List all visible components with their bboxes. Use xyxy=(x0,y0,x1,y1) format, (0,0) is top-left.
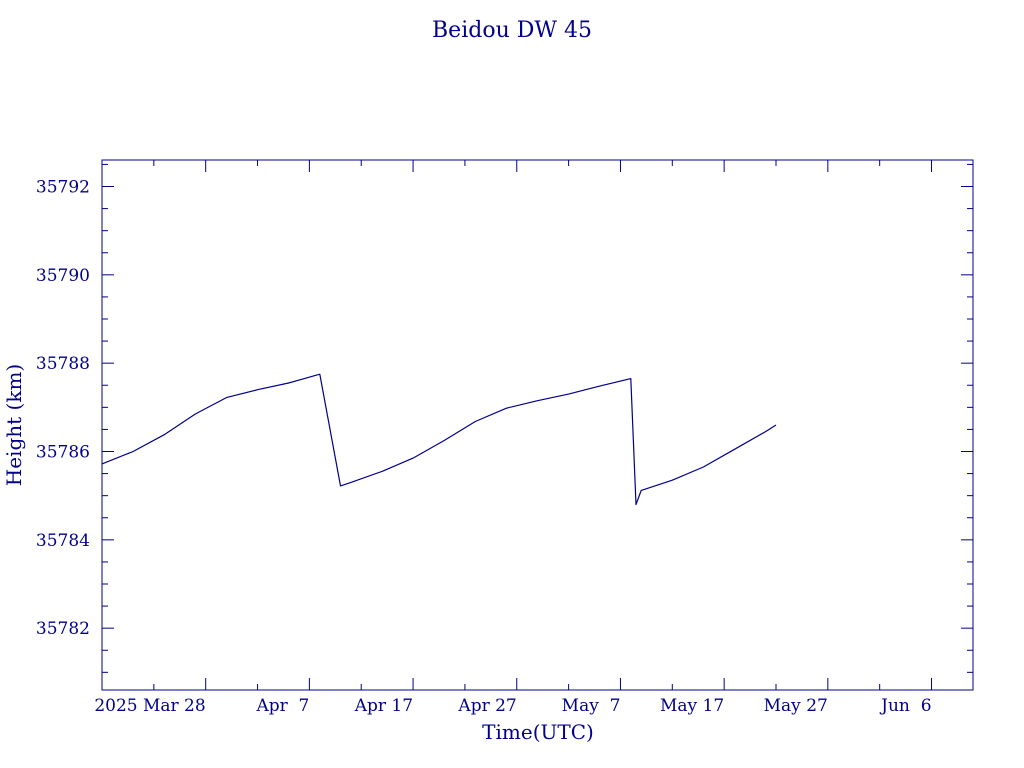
y-tick-label: 35788 xyxy=(36,354,90,374)
x-tick-label: Apr 27 xyxy=(457,696,516,716)
y-tick-labels: 35782 35784 35786 35788 35790 35792 xyxy=(36,178,90,640)
y-tick-label: 35792 xyxy=(36,178,90,198)
y-axis-label: Height (km) xyxy=(2,364,26,486)
x-tick-label: May 27 xyxy=(764,696,828,716)
x-tick-label: 2025 Mar 28 xyxy=(94,696,205,716)
y-tick-label: 35790 xyxy=(36,266,90,286)
axis-ticks xyxy=(101,160,973,690)
x-tick-label: May 17 xyxy=(660,696,724,716)
x-axis-label: Time(UTC) xyxy=(482,720,594,744)
y-tick-label: 35786 xyxy=(36,443,90,463)
chart-title: Beidou DW 45 xyxy=(432,18,592,43)
series-line xyxy=(101,373,777,506)
x-tick-label: Jun 6 xyxy=(879,696,931,716)
x-tick-labels: 2025 Mar 28 Apr 7 Apr 17 Apr 27 May 7 May 17 M… xyxy=(94,696,931,716)
x-tick-label: Apr 7 xyxy=(255,696,309,716)
series-group xyxy=(101,373,777,506)
x-tick-label: Apr 17 xyxy=(354,696,413,716)
plot-frame xyxy=(101,159,974,691)
y-tick-label: 35784 xyxy=(36,531,90,551)
y-tick-label: 35782 xyxy=(36,619,90,639)
x-tick-label: May 7 xyxy=(562,696,621,716)
